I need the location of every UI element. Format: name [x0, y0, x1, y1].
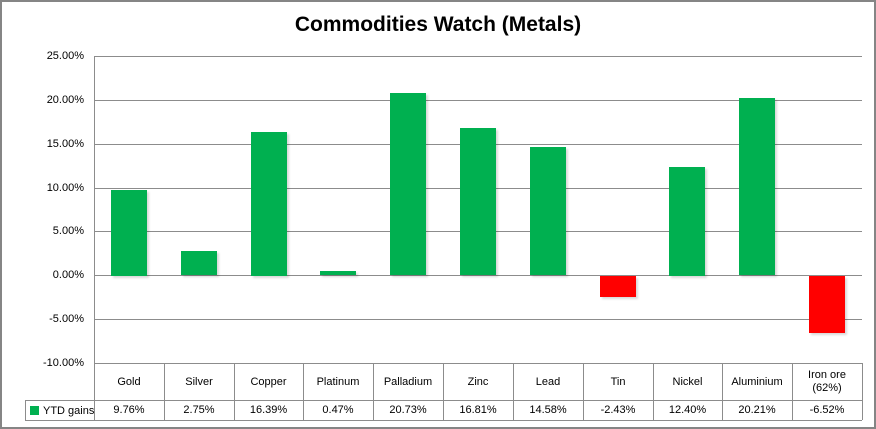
- table-column-border-3: [303, 363, 304, 420]
- table-top-border: [94, 363, 862, 364]
- y-axis-tick-label-10: 10.00%: [46, 182, 84, 194]
- category-cell-platinum: Platinum: [316, 375, 360, 388]
- table-column-border-8: [653, 363, 654, 420]
- value-cell-silver: 2.75%: [183, 404, 215, 416]
- y-axis-tick-label--5: -5.00%: [49, 313, 84, 325]
- table-column-border-7: [583, 363, 584, 420]
- value-cell-lead: 14.58%: [529, 404, 567, 416]
- gridline-0: [94, 275, 862, 276]
- bar-palladium: [390, 93, 426, 275]
- gridline-25: [94, 56, 862, 57]
- table-column-border-5: [443, 363, 444, 420]
- value-cell-copper: 16.39%: [249, 404, 288, 416]
- category-cell-zinc: Zinc: [467, 375, 489, 388]
- bar-lead: [530, 147, 566, 275]
- gridline--5: [94, 319, 862, 320]
- value-cell-gold: 9.76%: [113, 404, 145, 416]
- category-cell-copper: Copper: [250, 375, 287, 388]
- value-cell-iron-ore-62: -6.52%: [809, 404, 845, 416]
- y-axis-tick-label-15: 15.00%: [46, 138, 84, 150]
- table-column-border-6: [513, 363, 514, 420]
- bar-zinc: [460, 128, 496, 275]
- table-column-border-1: [164, 363, 165, 420]
- y-axis-tick-label-25: 25.00%: [46, 50, 84, 62]
- bar-silver: [181, 251, 217, 275]
- category-cell-lead: Lead: [535, 375, 561, 388]
- y-axis-tick-label-20: 20.00%: [46, 94, 84, 106]
- value-cell-tin: -2.43%: [600, 404, 636, 416]
- category-cell-tin: Tin: [610, 375, 626, 388]
- category-cell-aluminium: Aluminium: [731, 375, 783, 388]
- bar-iron-ore-62: [809, 276, 845, 333]
- bar-nickel: [669, 167, 705, 276]
- table-column-border-11: [862, 363, 863, 420]
- table-column-border-10: [792, 363, 793, 420]
- bar-platinum: [320, 271, 356, 275]
- category-cell-nickel: Nickel: [672, 375, 703, 388]
- gridline-20: [94, 100, 862, 101]
- value-cell-aluminium: 20.21%: [738, 404, 776, 416]
- value-cell-palladium: 20.73%: [389, 404, 427, 416]
- bar-copper: [251, 132, 287, 276]
- category-cell-iron-ore-62: Iron ore (62%): [808, 369, 846, 394]
- legend-cell: YTD gains: [26, 401, 94, 420]
- category-cell-gold: Gold: [117, 375, 141, 388]
- table-column-border-4: [373, 363, 374, 420]
- bar-tin: [600, 276, 636, 297]
- value-cell-platinum: 0.47%: [322, 404, 354, 416]
- legend-color-swatch: [30, 406, 39, 415]
- table-column-border-9: [722, 363, 723, 420]
- legend-cell-left-border: [25, 400, 26, 420]
- category-cell-palladium: Palladium: [383, 375, 433, 388]
- table-column-border-2: [234, 363, 235, 420]
- y-axis-tick-label--10: -10.00%: [43, 357, 84, 369]
- value-cell-nickel: 12.40%: [668, 404, 707, 416]
- value-cell-zinc: 16.81%: [459, 404, 497, 416]
- bar-aluminium: [739, 98, 775, 275]
- table-bottom-border: [25, 420, 862, 421]
- category-cell-silver: Silver: [185, 375, 213, 388]
- bar-gold: [111, 190, 147, 276]
- legend-series-label: YTD gains: [43, 404, 95, 417]
- y-axis-tick-label-0: 0.00%: [52, 269, 84, 281]
- y-axis-tick-label-5: 5.00%: [52, 225, 84, 237]
- chart-title: Commodities Watch (Metals): [294, 13, 582, 36]
- y-axis-line: [94, 56, 95, 420]
